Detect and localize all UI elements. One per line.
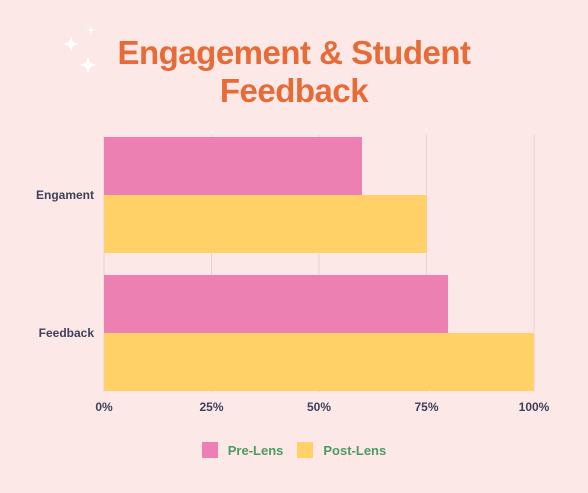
y-axis: Engament Feedback [36,188,94,340]
legend-item: Post-Lens [297,442,386,458]
chart-title: Engagement & Student Feedback [84,34,504,110]
x-tick-label: 75% [414,400,438,414]
bar-pre-lens-engament [104,137,362,195]
bar-post-lens-engament [104,195,427,253]
bar-post-lens-feedback [104,333,534,391]
x-tick-label: 0% [95,400,113,414]
x-tick-label: 25% [199,400,223,414]
x-tick-label: 100% [519,400,550,414]
category-label: Feedback [39,326,95,340]
legend-label: Pre-Lens [227,442,284,458]
x-axis: 0% 25% 50% 75% 100% [95,400,549,414]
chart-title-line-1: Engagement & Student [117,34,471,71]
legend: Pre-Lens Post-Lens [0,442,588,458]
bars [104,137,534,391]
chart-title-line-2: Feedback [219,72,369,109]
category-label: Engament [36,188,94,202]
sparkle-icon [63,25,97,74]
legend-item: Pre-Lens [201,442,284,458]
legend-swatch [297,442,314,458]
legend-swatch [201,442,218,458]
bar-pre-lens-feedback [104,275,448,333]
x-tick-label: 50% [307,400,331,414]
legend-label: Post-Lens [323,442,387,458]
